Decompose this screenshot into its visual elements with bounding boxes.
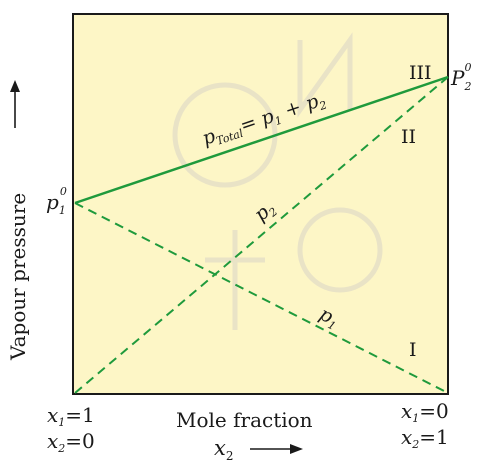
plot-area [72,13,449,395]
x-axis-label: Mole fraction [176,408,313,432]
p1-line [74,202,449,394]
x-axis-arrow [250,444,303,454]
y-axis-arrow [10,80,20,128]
left-x1-label: x1=1 [47,403,95,429]
p1-zero-label: p10 [46,185,67,217]
region-label-iii: III [409,62,432,84]
y-axis-label: Vapour pressure [6,193,30,361]
p2-line [74,76,449,394]
right-x2-label: x2=1 [401,425,449,451]
watermark [172,32,383,330]
region-label-ii: II [401,126,416,148]
p2-zero-label: P20 [450,61,471,93]
x-axis-symbol: x2 [214,436,233,462]
left-x2-label: x2=0 [47,429,95,455]
right-x1-label: x1=0 [401,399,449,425]
ptotal-line [74,75,449,205]
region-label-i: I [409,339,417,361]
